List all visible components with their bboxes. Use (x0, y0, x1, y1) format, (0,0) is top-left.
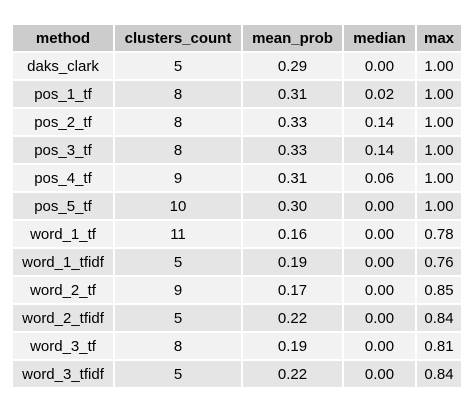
cell-method: word_1_tfidf (13, 249, 113, 275)
table-row: pos_5_tf 10 0.30 0.00 1.00 (13, 193, 461, 219)
cell-mean-prob: 0.29 (243, 53, 342, 79)
cell-clusters-count: 11 (115, 221, 241, 247)
cell-max: 1.00 (417, 109, 461, 135)
cell-mean-prob: 0.19 (243, 333, 342, 359)
cell-mean-prob: 0.19 (243, 249, 342, 275)
cell-max: 1.00 (417, 193, 461, 219)
cell-mean-prob: 0.33 (243, 109, 342, 135)
cell-median: 0.00 (344, 305, 415, 331)
cell-max: 0.85 (417, 277, 461, 303)
cell-method: word_3_tf (13, 333, 113, 359)
cell-max: 1.00 (417, 81, 461, 107)
cell-mean-prob: 0.31 (243, 165, 342, 191)
cell-clusters-count: 10 (115, 193, 241, 219)
cell-method: daks_clark (13, 53, 113, 79)
cell-mean-prob: 0.33 (243, 137, 342, 163)
table-row: word_3_tf 8 0.19 0.00 0.81 (13, 333, 461, 359)
results-table-container: method clusters_count mean_prob median m… (13, 25, 461, 387)
table-body: daks_clark 5 0.29 0.00 1.00 pos_1_tf 8 0… (13, 53, 461, 387)
cell-max: 0.84 (417, 305, 461, 331)
cell-method: pos_2_tf (13, 109, 113, 135)
header-row: method clusters_count mean_prob median m… (13, 25, 461, 51)
cell-max: 0.84 (417, 361, 461, 387)
table-row: pos_3_tf 8 0.33 0.14 1.00 (13, 137, 461, 163)
column-header-max: max (417, 25, 461, 51)
cell-method: word_1_tf (13, 221, 113, 247)
cell-clusters-count: 5 (115, 53, 241, 79)
table-row: word_1_tf 11 0.16 0.00 0.78 (13, 221, 461, 247)
table-row: daks_clark 5 0.29 0.00 1.00 (13, 53, 461, 79)
table-row: pos_4_tf 9 0.31 0.06 1.00 (13, 165, 461, 191)
column-header-clusters-count: clusters_count (115, 25, 241, 51)
table-row: word_2_tfidf 5 0.22 0.00 0.84 (13, 305, 461, 331)
table-row: word_2_tf 9 0.17 0.00 0.85 (13, 277, 461, 303)
cell-method: pos_4_tf (13, 165, 113, 191)
cell-clusters-count: 8 (115, 81, 241, 107)
cell-median: 0.00 (344, 249, 415, 275)
cell-median: 0.06 (344, 165, 415, 191)
table-row: word_3_tfidf 5 0.22 0.00 0.84 (13, 361, 461, 387)
table-row: pos_1_tf 8 0.31 0.02 1.00 (13, 81, 461, 107)
cell-clusters-count: 9 (115, 277, 241, 303)
cell-median: 0.00 (344, 333, 415, 359)
cell-median: 0.14 (344, 109, 415, 135)
cell-method: word_2_tfidf (13, 305, 113, 331)
cell-method: pos_3_tf (13, 137, 113, 163)
cell-median: 0.02 (344, 81, 415, 107)
cell-clusters-count: 8 (115, 333, 241, 359)
cell-clusters-count: 5 (115, 361, 241, 387)
cell-mean-prob: 0.30 (243, 193, 342, 219)
cell-max: 0.78 (417, 221, 461, 247)
cell-median: 0.00 (344, 221, 415, 247)
cell-median: 0.00 (344, 53, 415, 79)
cell-max: 1.00 (417, 137, 461, 163)
cell-max: 0.76 (417, 249, 461, 275)
cell-method: pos_1_tf (13, 81, 113, 107)
column-header-method: method (13, 25, 113, 51)
cell-max: 0.81 (417, 333, 461, 359)
cell-max: 1.00 (417, 53, 461, 79)
cell-median: 0.00 (344, 277, 415, 303)
cell-mean-prob: 0.22 (243, 305, 342, 331)
cell-clusters-count: 8 (115, 137, 241, 163)
results-table: method clusters_count mean_prob median m… (11, 23, 463, 389)
cell-method: pos_5_tf (13, 193, 113, 219)
cell-max: 1.00 (417, 165, 461, 191)
cell-clusters-count: 9 (115, 165, 241, 191)
cell-clusters-count: 8 (115, 109, 241, 135)
cell-clusters-count: 5 (115, 305, 241, 331)
cell-mean-prob: 0.31 (243, 81, 342, 107)
cell-median: 0.00 (344, 193, 415, 219)
column-header-mean-prob: mean_prob (243, 25, 342, 51)
cell-method: word_3_tfidf (13, 361, 113, 387)
cell-mean-prob: 0.22 (243, 361, 342, 387)
cell-median: 0.14 (344, 137, 415, 163)
cell-method: word_2_tf (13, 277, 113, 303)
column-header-median: median (344, 25, 415, 51)
cell-mean-prob: 0.17 (243, 277, 342, 303)
cell-mean-prob: 0.16 (243, 221, 342, 247)
cell-median: 0.00 (344, 361, 415, 387)
table-header: method clusters_count mean_prob median m… (13, 25, 461, 51)
cell-clusters-count: 5 (115, 249, 241, 275)
table-row: word_1_tfidf 5 0.19 0.00 0.76 (13, 249, 461, 275)
table-row: pos_2_tf 8 0.33 0.14 1.00 (13, 109, 461, 135)
